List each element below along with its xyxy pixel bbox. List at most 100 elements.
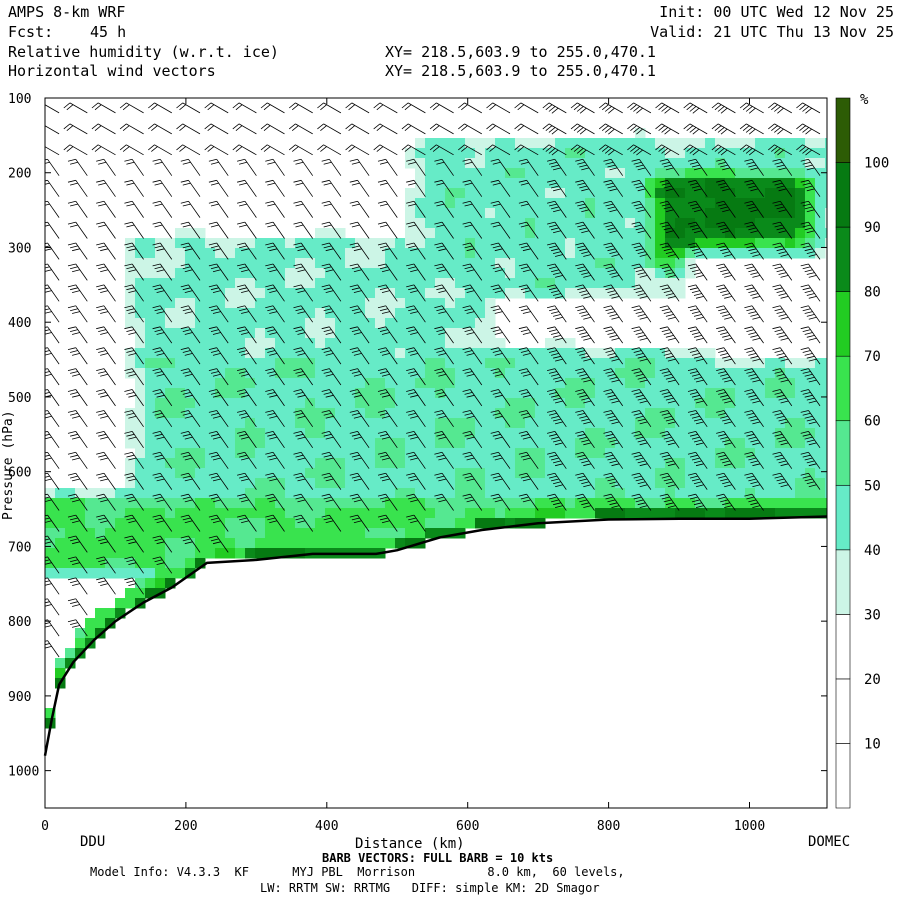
rh-cell xyxy=(175,418,186,429)
rh-cell xyxy=(765,218,776,229)
rh-cell xyxy=(125,358,136,369)
wind-barb xyxy=(575,431,595,449)
rh-cell xyxy=(545,168,556,179)
rh-cell xyxy=(405,468,416,479)
rh-cell xyxy=(555,448,566,459)
wind-barb xyxy=(462,389,483,407)
rh-cell xyxy=(215,538,226,549)
rh-cell xyxy=(565,478,576,489)
rh-cell xyxy=(135,248,146,259)
rh-cell xyxy=(655,398,666,409)
rh-cell xyxy=(715,498,726,509)
rh-cell xyxy=(205,538,216,549)
rh-cell xyxy=(655,288,666,299)
rh-cell xyxy=(505,378,516,389)
rh-cell xyxy=(165,248,176,259)
rh-cell xyxy=(65,538,76,549)
rh-cell xyxy=(595,498,606,509)
rh-cell xyxy=(385,458,396,469)
rh-cell xyxy=(535,458,546,469)
rh-cell xyxy=(695,358,706,369)
rh-cell xyxy=(405,378,416,389)
rh-cell xyxy=(565,348,576,359)
rh-cell xyxy=(425,198,436,209)
rh-cell xyxy=(655,468,666,479)
rh-cell xyxy=(815,488,826,499)
wind-barb xyxy=(575,221,595,239)
rh-cell xyxy=(635,148,646,159)
rh-cell xyxy=(165,238,176,249)
wind-barb xyxy=(67,577,88,595)
rh-cell xyxy=(545,208,556,219)
wind-barb xyxy=(406,242,426,260)
rh-cell xyxy=(225,348,236,359)
rh-cell xyxy=(385,508,396,519)
wind-barb xyxy=(349,179,370,197)
rh-cell xyxy=(255,278,266,289)
rh-cell xyxy=(315,518,326,529)
rh-cell xyxy=(535,138,546,149)
rh-cell xyxy=(685,238,696,249)
wind-barb xyxy=(434,221,454,239)
rh-cell xyxy=(735,378,746,389)
rh-cell xyxy=(165,458,176,469)
rh-cell xyxy=(655,278,666,289)
rh-cell xyxy=(265,418,276,429)
rh-cell xyxy=(285,548,296,559)
forecast-hours: 45 h xyxy=(90,23,127,41)
rh-cell xyxy=(735,158,746,169)
rh-cell xyxy=(795,248,806,259)
rh-cell xyxy=(555,428,566,439)
rh-cell xyxy=(585,398,596,409)
wind-barb xyxy=(237,221,257,239)
rh-cell xyxy=(155,318,166,329)
rh-cell xyxy=(775,418,786,429)
rh-cell xyxy=(175,328,186,339)
rh-cell xyxy=(265,408,276,419)
rh-cell xyxy=(645,238,656,249)
rh-cell xyxy=(735,208,746,219)
right-endpoint: DOMEC xyxy=(808,834,850,850)
rh-cell xyxy=(315,228,326,239)
rh-cell xyxy=(425,508,436,519)
wind-barb xyxy=(377,347,398,365)
rh-cell xyxy=(145,458,156,469)
wind-barb xyxy=(716,242,736,260)
rh-cell xyxy=(355,468,366,479)
rh-cell xyxy=(505,218,516,229)
rh-cell xyxy=(405,258,416,269)
rh-cell xyxy=(625,258,636,269)
rh-cell xyxy=(195,368,206,379)
wind-barb xyxy=(406,347,426,365)
wind-barb xyxy=(800,158,821,176)
rh-cell xyxy=(345,438,356,449)
wind-barb xyxy=(321,284,342,302)
wind-barb xyxy=(377,514,398,532)
rh-cell xyxy=(485,368,496,379)
rh-cell xyxy=(175,538,186,549)
rh-cell xyxy=(105,508,116,519)
wind-barb xyxy=(603,347,624,365)
rh-cell xyxy=(735,448,746,459)
rh-cell xyxy=(275,548,286,559)
rh-cell xyxy=(595,178,606,189)
rh-cell xyxy=(615,138,626,149)
rh-cell xyxy=(125,558,136,569)
wind-barb xyxy=(575,305,595,323)
rh-cell xyxy=(255,478,266,489)
rh-cell xyxy=(295,278,306,289)
rh-cell xyxy=(585,358,596,369)
wind-barb xyxy=(687,221,708,239)
rh-cell xyxy=(335,508,346,519)
rh-cell xyxy=(195,518,206,529)
rh-cell xyxy=(485,188,496,199)
wind-barb xyxy=(796,123,821,135)
rh-cell xyxy=(415,228,426,239)
wind-barb xyxy=(462,200,483,218)
rh-cell xyxy=(565,268,576,279)
rh-cell xyxy=(445,418,456,429)
rh-cell xyxy=(185,468,196,479)
rh-cell xyxy=(445,158,456,169)
rh-cell xyxy=(385,308,396,319)
rh-cell xyxy=(85,628,96,639)
